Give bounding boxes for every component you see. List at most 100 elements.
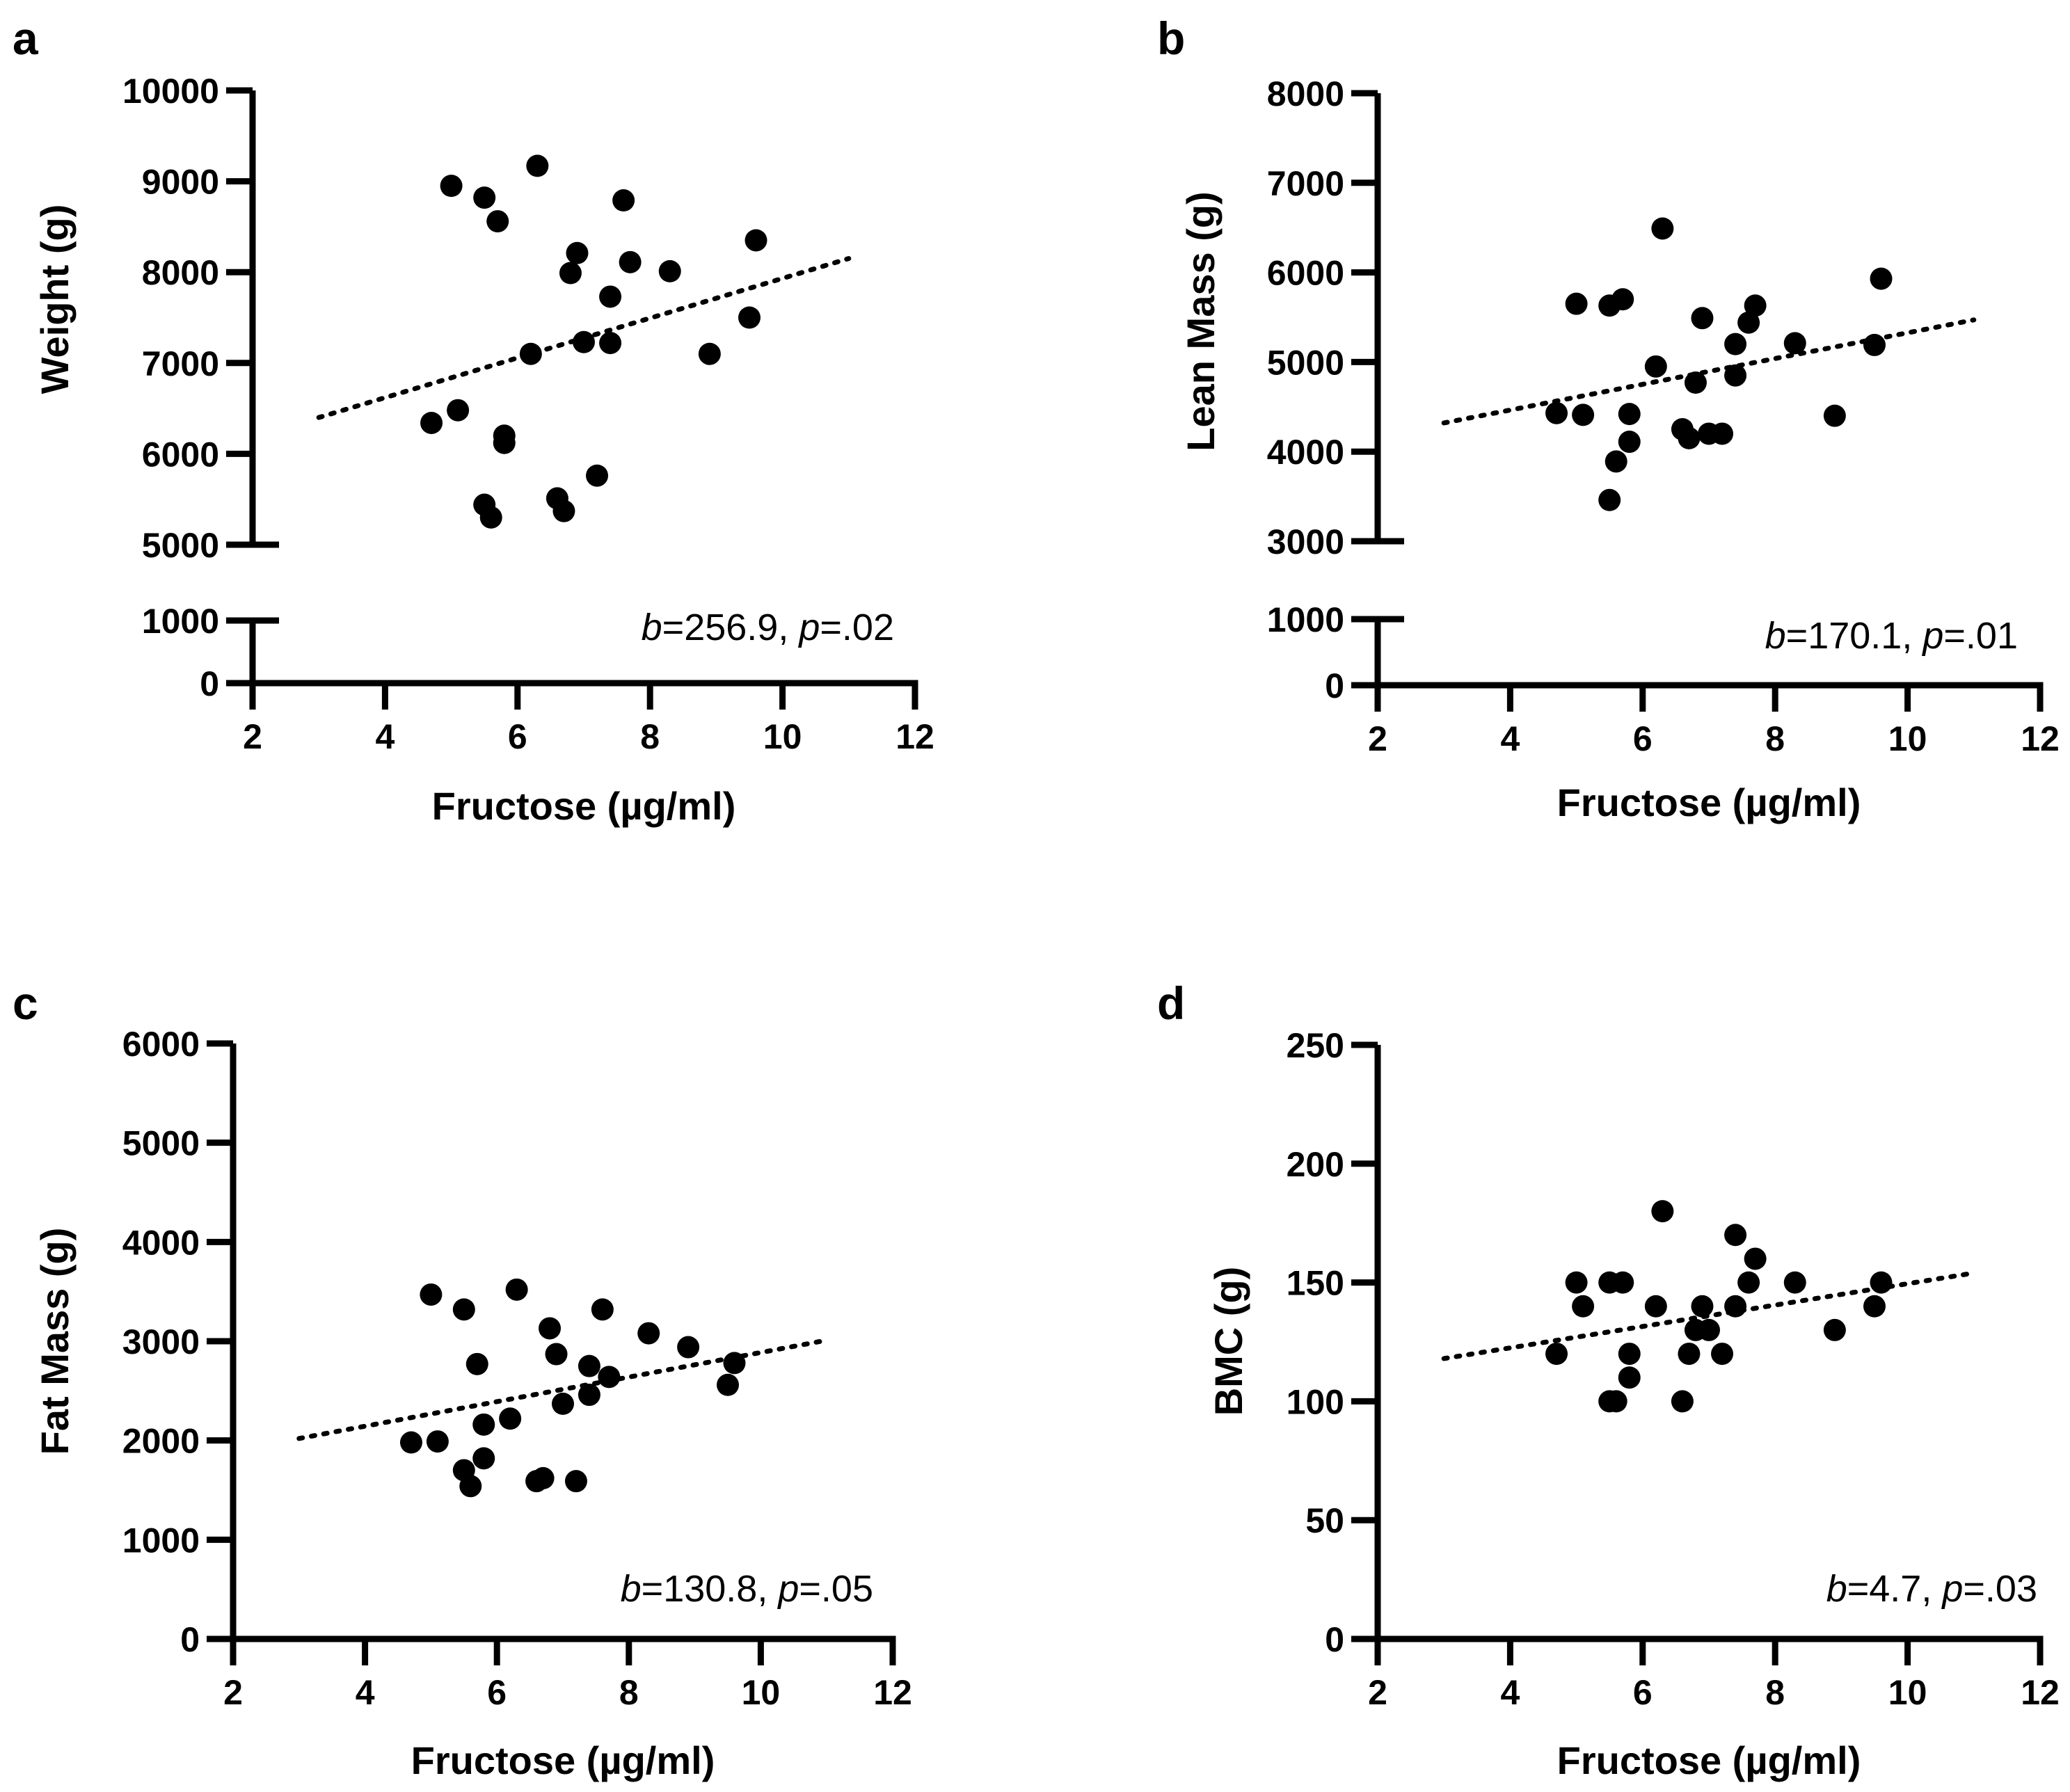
panel-c: c 0 1000 2000 3000 4000 5000 6000 2 4 6 8 10 12 Fructo… <box>13 977 912 1782</box>
y-tick-label: 0 <box>200 664 219 703</box>
data-point <box>1691 307 1714 330</box>
data-point <box>598 1366 621 1389</box>
panel-a: a 0 1000 5000 6000 7000 8000 9000 10000 2 4 6 8 10 12 F… <box>13 13 934 828</box>
x-tick-label: 10 <box>1888 1673 1927 1712</box>
y-tick-label: 50 <box>1305 1501 1344 1540</box>
y-tick-label: 200 <box>1287 1145 1344 1184</box>
data-point <box>440 175 463 198</box>
data-point <box>677 1336 700 1359</box>
data-point <box>586 464 609 487</box>
data-point <box>1724 333 1747 355</box>
data-point <box>1684 371 1707 394</box>
data-point <box>1565 1271 1588 1294</box>
data-point <box>1870 267 1893 290</box>
y-axis-title: Lean Mass (g) <box>1179 191 1223 451</box>
y-tick-label: 1000 <box>142 602 219 641</box>
data-point <box>1678 1343 1701 1366</box>
x-axis-title: Fructose (µg/ml) <box>432 784 736 828</box>
y-axis-title: Weight (g) <box>33 205 77 394</box>
stats-annotation: b=130.8, p=.05 <box>621 1568 873 1610</box>
data-point <box>472 1413 495 1436</box>
y-tick-label: 4000 <box>1267 433 1344 472</box>
data-point <box>1870 1271 1893 1294</box>
panel-letter: c <box>13 977 38 1029</box>
y-tick-label: 1000 <box>1267 600 1344 639</box>
y-axis-title: Fat Mass (g) <box>33 1228 77 1455</box>
data-point <box>578 1354 600 1377</box>
x-tick-label: 2 <box>223 1673 243 1712</box>
data-point <box>1605 1390 1627 1413</box>
panel-letter: a <box>13 13 39 64</box>
data-point <box>1863 1295 1886 1318</box>
data-point <box>519 342 542 365</box>
data-point <box>717 1373 739 1396</box>
data-point <box>1618 1366 1641 1389</box>
y-tick-label: 5000 <box>122 1124 200 1163</box>
data-point <box>1565 292 1588 315</box>
y-tick-label: 0 <box>180 1620 200 1659</box>
y-axis-title: BMC (g) <box>1207 1267 1250 1416</box>
data-point <box>1711 1343 1734 1366</box>
data-point <box>1644 355 1667 378</box>
y-tick-label: 8000 <box>1267 74 1344 113</box>
data-point <box>1651 1200 1674 1223</box>
stats-annotation: b=170.1, p=.01 <box>1765 615 2018 657</box>
panel-d: d 0 50 100 150 200 250 2 4 6 8 10 12 Fructose (µg/ml)… <box>1157 977 2060 1782</box>
data-point <box>612 189 635 212</box>
y-tick-label: 6000 <box>142 435 219 474</box>
data-point <box>1611 1271 1634 1294</box>
data-point <box>452 1298 475 1321</box>
data-point <box>473 186 496 209</box>
y-tick-label: 7000 <box>1267 164 1344 203</box>
regression-line <box>1441 1270 1977 1361</box>
y-tick-label: 5000 <box>142 526 219 565</box>
x-tick-label: 8 <box>1765 719 1785 758</box>
data-point <box>1724 364 1747 387</box>
data-point <box>738 306 761 329</box>
data-point <box>1644 1295 1667 1318</box>
x-tick-label: 10 <box>763 717 802 756</box>
y-tick-label: 8000 <box>142 253 219 292</box>
data-point <box>1545 401 1568 424</box>
y-tick-label: 1000 <box>122 1521 200 1560</box>
data-point <box>559 262 582 285</box>
y-tick-label: 250 <box>1287 1026 1344 1065</box>
data-point <box>1618 431 1641 454</box>
regression-line <box>296 1338 829 1441</box>
data-point <box>1611 288 1634 311</box>
data-point <box>526 154 549 177</box>
data-point <box>1744 294 1767 317</box>
data-point <box>426 1430 449 1453</box>
data-point <box>573 330 595 353</box>
data-point <box>472 1447 495 1470</box>
data-point <box>1618 1343 1641 1366</box>
y-tick-label: 3000 <box>122 1322 200 1361</box>
x-tick-label: 8 <box>640 717 660 756</box>
data-point <box>1572 403 1595 426</box>
regression-line <box>1441 317 1977 426</box>
data-point <box>399 1431 422 1454</box>
data-point <box>1618 403 1641 426</box>
data-point <box>1598 488 1621 511</box>
data-point <box>539 1317 562 1340</box>
y-tick-label: 6000 <box>1267 254 1344 293</box>
data-point <box>1724 1224 1747 1247</box>
y-tick-label: 100 <box>1287 1382 1344 1421</box>
x-tick-label: 8 <box>1765 1673 1785 1712</box>
panel-letter: b <box>1157 13 1185 64</box>
x-tick-label: 8 <box>619 1673 639 1712</box>
data-point <box>420 411 443 434</box>
x-tick-label: 2 <box>1368 719 1387 758</box>
data-point <box>1783 1271 1806 1294</box>
stats-annotation: b=4.7, p=.03 <box>1826 1568 2037 1610</box>
data-point <box>465 1352 488 1375</box>
data-point <box>1671 1390 1694 1413</box>
stats-annotation: b=256.9, p=.02 <box>642 607 894 648</box>
y-tick-label: 6000 <box>122 1025 200 1064</box>
data-point <box>1691 1295 1714 1318</box>
x-tick-label: 4 <box>356 1673 375 1712</box>
data-point <box>658 259 681 282</box>
data-point <box>1823 404 1846 427</box>
x-tick-label: 12 <box>2021 719 2060 758</box>
